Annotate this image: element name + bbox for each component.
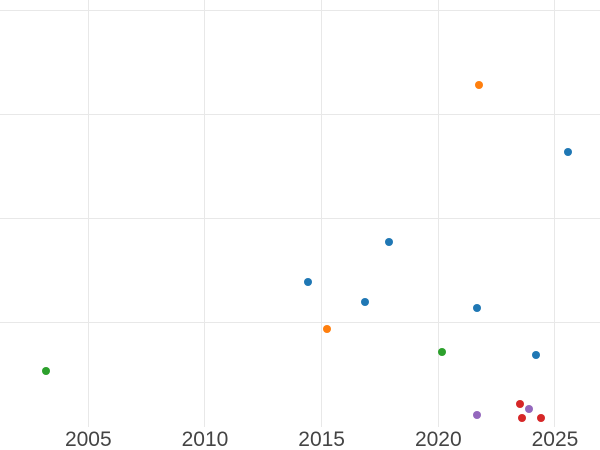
- scatter-point-blue: [532, 350, 541, 359]
- scatter-point-orange: [475, 81, 484, 90]
- scatter-point-blue: [472, 303, 481, 312]
- scatter-point-blue: [360, 297, 369, 306]
- x-tick-label: 2025: [531, 428, 579, 450]
- scatter-point-blue: [303, 277, 312, 286]
- x-gridline: [321, 0, 323, 427]
- x-gridline: [204, 0, 206, 427]
- y-gridline: [0, 322, 600, 323]
- scatter-point-purple: [472, 411, 481, 420]
- x-gridline: [437, 0, 439, 427]
- scatter-point-green: [42, 367, 51, 376]
- x-tick-label: 2005: [64, 428, 112, 450]
- scatter-point-blue: [563, 147, 572, 156]
- scatter-point-blue: [385, 238, 394, 247]
- x-tick-label: 2010: [181, 428, 229, 450]
- plot-area: [0, 0, 600, 427]
- y-gridline: [0, 10, 600, 11]
- x-gridline: [554, 0, 556, 427]
- y-gridline: [0, 218, 600, 219]
- scatter-point-red: [536, 414, 545, 423]
- scatter-point-red: [515, 399, 524, 408]
- x-tick-label: 2015: [298, 428, 345, 450]
- x-gridline: [87, 0, 89, 427]
- scatter-point-purple: [525, 404, 534, 413]
- scatter-point-red: [518, 413, 527, 422]
- scatter-point-orange: [323, 324, 332, 333]
- x-tick-label: 2020: [414, 428, 462, 450]
- y-gridline: [0, 114, 600, 115]
- scatter-point-green: [437, 347, 446, 356]
